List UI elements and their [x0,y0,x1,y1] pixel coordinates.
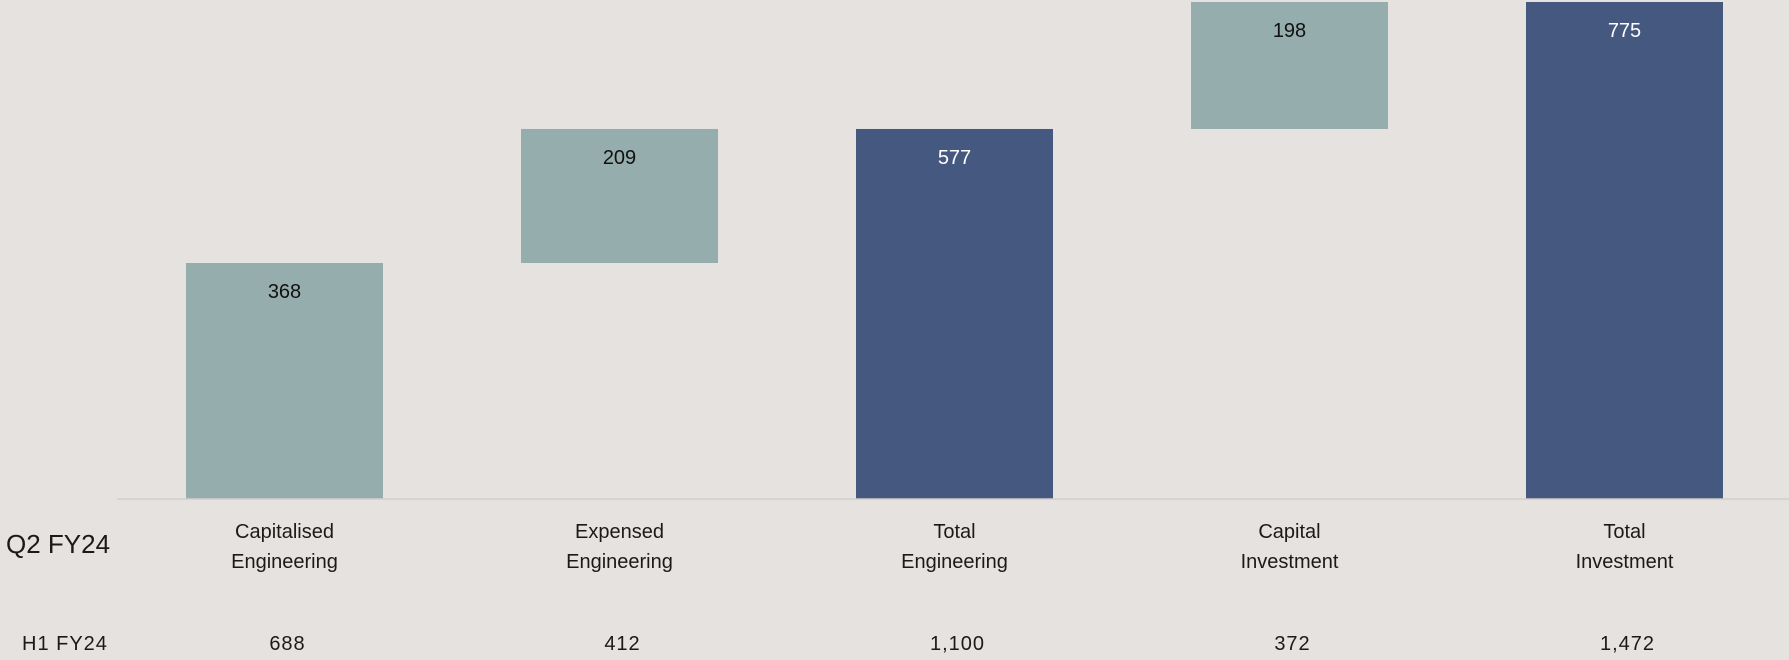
secondary-row-value: 412 [604,633,640,655]
secondary-row-values-group: 688 412 1,100 372 1,472 [269,633,1655,655]
category-label: Total [1603,521,1645,543]
category-label: Capital [1258,521,1320,543]
row-label: Q2 FY24 [6,529,110,559]
secondary-row-label: H1 FY24 [22,633,108,655]
secondary-row-value: 1,100 [930,633,985,655]
secondary-row-value: 1,472 [1600,633,1655,655]
category-label: Engineering [231,551,338,573]
bar-data-label: 775 [1608,20,1641,42]
category-labels-group: Capitalised Engineering Expensed Engineerin… [231,521,1674,573]
category-label: Engineering [901,551,1008,573]
bar-2 [521,128,718,264]
bar-1 [186,263,383,499]
bar-3 [856,128,1053,500]
secondary-row-value: 688 [269,633,305,655]
category-label: Engineering [566,551,673,573]
bar-data-label: 198 [1273,20,1306,42]
bars-group: 368 209 577 198 775 [186,2,1723,500]
category-label: Expensed [575,521,664,543]
bar-5 [1526,2,1723,499]
bar-data-label: 368 [268,281,301,303]
category-label: Investment [1241,551,1339,573]
secondary-row-value: 372 [1274,633,1310,655]
bar-data-label: 209 [603,147,636,169]
category-label: Investment [1576,551,1674,573]
bar-4 [1191,2,1388,129]
category-label: Capitalised [235,521,334,543]
category-label: Total [933,521,975,543]
bar-data-label: 577 [938,147,971,169]
